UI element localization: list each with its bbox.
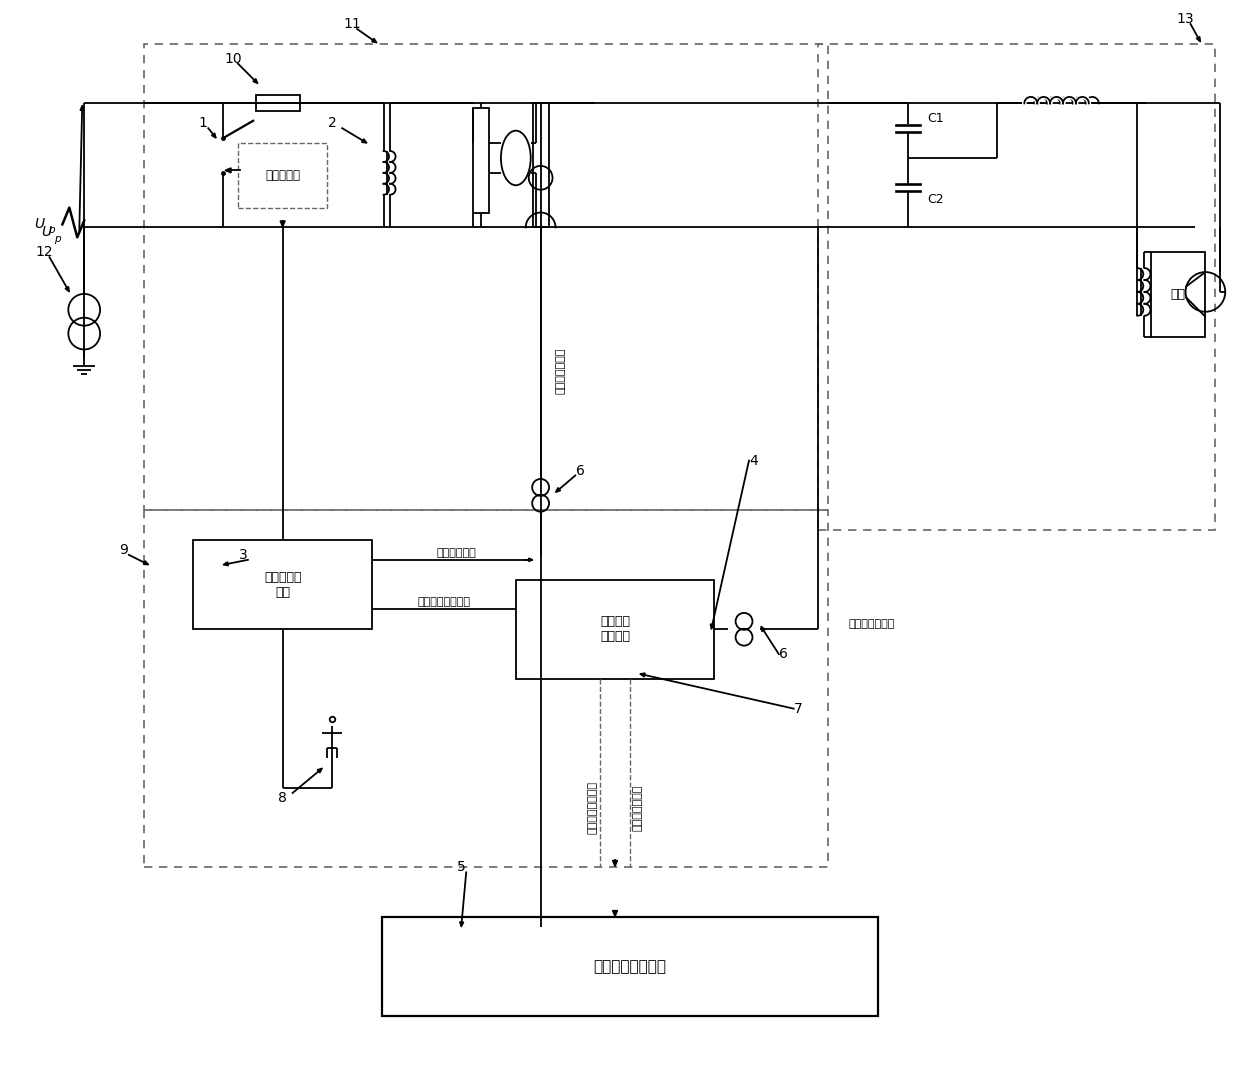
Text: 3: 3 [238,548,247,562]
Polygon shape [362,139,367,143]
Text: 11: 11 [343,17,361,31]
Bar [474,108,489,213]
Bar [193,540,372,629]
Polygon shape [1197,36,1200,42]
Bar [818,44,1215,530]
Polygon shape [223,562,228,566]
Text: p: p [55,234,61,244]
Polygon shape [640,673,645,677]
Polygon shape [226,168,231,173]
Text: U: U [35,217,45,231]
Polygon shape [253,78,258,83]
Text: 模拟量分合闸指令: 模拟量分合闸指令 [418,597,470,608]
Bar [255,95,300,111]
Polygon shape [81,105,84,110]
Text: 5: 5 [456,860,466,874]
Text: 1: 1 [198,117,208,131]
Bar [533,104,548,228]
Text: 6: 6 [779,647,789,661]
Text: 数据采集
光电转换: 数据采集 光电转换 [600,615,630,643]
Polygon shape [280,221,285,227]
Text: 模拟量一次电压: 模拟量一次电压 [556,348,565,395]
Bar [516,580,714,678]
Text: p: p [48,226,55,235]
Text: 数字量分合闸指令: 数字量分合闸指令 [588,781,598,835]
Polygon shape [460,921,464,927]
Text: 4: 4 [749,454,759,468]
Bar [144,44,828,510]
Text: 9: 9 [119,542,128,556]
Polygon shape [317,768,322,773]
Bar [1151,253,1205,337]
Polygon shape [761,626,765,631]
Polygon shape [66,287,69,292]
Polygon shape [556,488,560,492]
Polygon shape [528,559,533,562]
Text: 2: 2 [327,117,336,131]
Text: 10: 10 [224,51,242,65]
Text: 13: 13 [1177,12,1194,26]
Polygon shape [613,911,618,917]
Polygon shape [711,624,714,629]
Text: C1: C1 [928,111,944,125]
Text: 12: 12 [36,245,53,259]
Text: 6: 6 [575,463,585,477]
Text: 8: 8 [278,791,288,805]
Text: 7: 7 [795,702,804,716]
Polygon shape [372,39,377,43]
Text: 选相参考电压: 选相参考电压 [436,548,476,557]
Polygon shape [613,860,618,867]
Text: 负载: 负载 [1171,288,1185,301]
Text: 数字量电压数据: 数字量电压数据 [632,784,642,831]
Text: C2: C2 [928,193,944,207]
Text: 上位机和测控模块: 上位机和测控模块 [594,959,666,974]
Text: U: U [41,226,52,240]
Text: 选相分合闸
控制: 选相分合闸 控制 [264,570,301,598]
Bar [144,510,828,868]
Bar [238,143,327,208]
Polygon shape [212,133,216,138]
Polygon shape [144,561,149,565]
Text: 分合闸信号: 分合闸信号 [265,169,300,182]
Bar [382,917,878,1016]
Text: 模拟量二次电压: 模拟量二次电压 [848,620,894,629]
